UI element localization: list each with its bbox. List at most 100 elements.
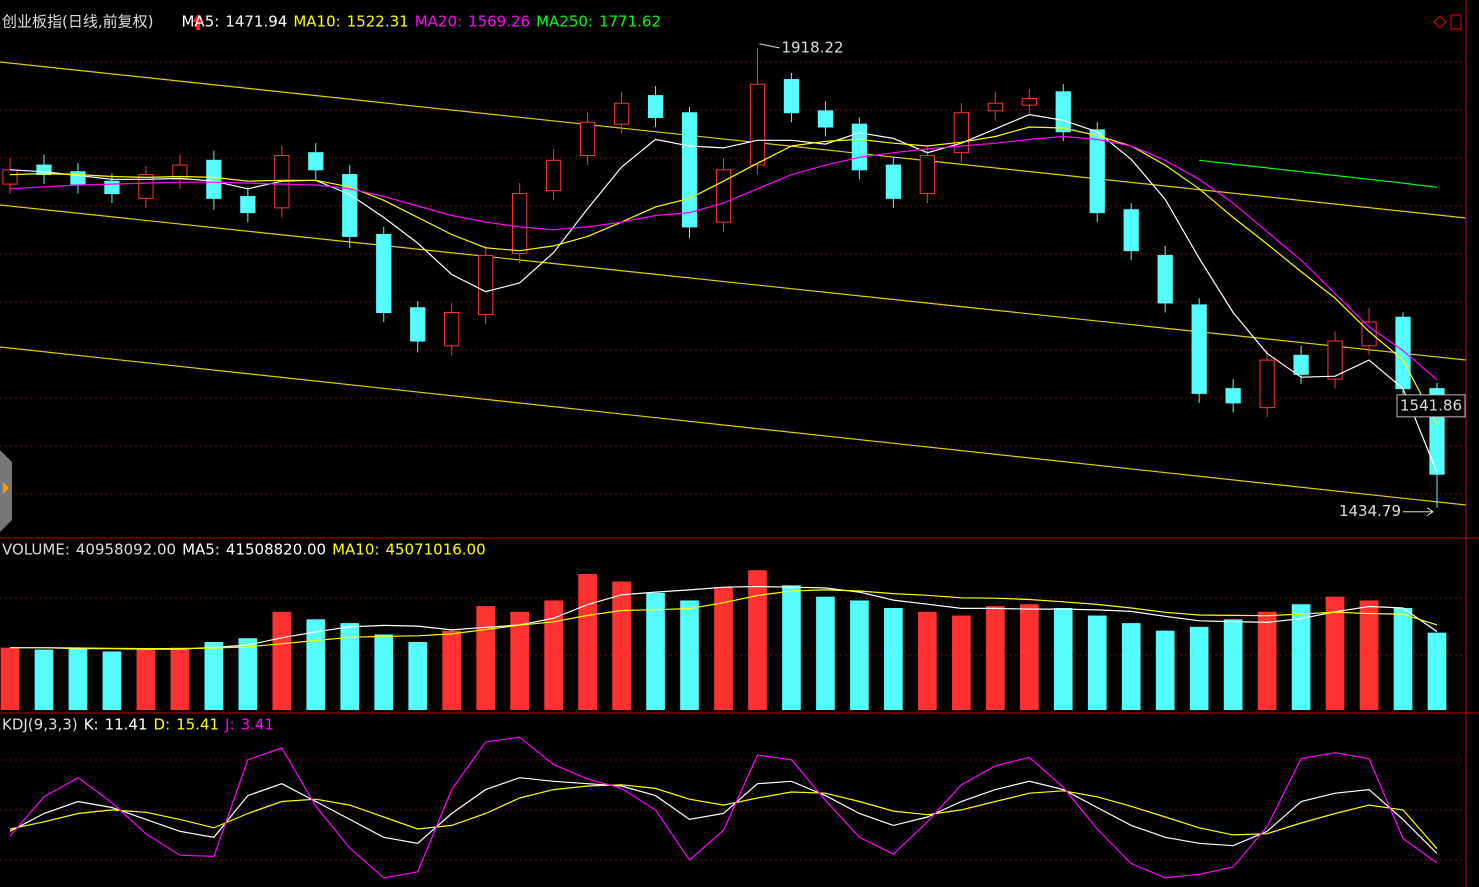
candle-body: [342, 174, 358, 237]
legend-text: 15.41: [176, 716, 219, 734]
kdj-line: [9, 736, 1438, 879]
volume-bar: [1325, 596, 1345, 710]
price-grid: [0, 61, 1466, 861]
candle-body: [1361, 321, 1377, 347]
volume-bar: [204, 642, 224, 710]
volume-bar: [306, 619, 326, 710]
legend-text: 40958092.00: [76, 541, 176, 559]
candle-body: [919, 155, 935, 195]
candle-body: [478, 254, 494, 315]
candle-body: [579, 121, 596, 157]
candle-body: [1293, 354, 1309, 375]
legend-text: 1522.31: [347, 13, 409, 31]
channel-lines: [0, 61, 1467, 506]
volume-bar: [1393, 608, 1413, 710]
diamond-icon[interactable]: [1433, 15, 1447, 29]
trend-line: [0, 61, 1467, 219]
candle-body: [1157, 254, 1173, 304]
volume-bar: [985, 606, 1005, 710]
low-label: 1434.79: [1339, 502, 1401, 520]
volume-bar: [340, 623, 360, 710]
candle-body: [545, 159, 562, 192]
volume-bar: [442, 630, 462, 710]
volume-bar: [136, 649, 156, 710]
plot: 1918.22 1434.79 1541.86 创业板指(日线,前复权) MA5: 147…: [0, 13, 1466, 879]
window-icon[interactable]: [1450, 14, 1462, 30]
candle-body: [987, 102, 1003, 112]
candle-body: [851, 123, 868, 171]
high-label: 1918.22: [781, 38, 843, 56]
legend-text: 1569.26: [468, 13, 530, 31]
volume-bar: [102, 651, 122, 710]
annotation-arrow: [1403, 507, 1434, 517]
volume-bar: [510, 611, 529, 710]
candle-body: [1225, 388, 1241, 404]
volume-bar: [816, 596, 835, 710]
legend-text: D:: [154, 716, 171, 734]
volume-bar: [782, 585, 801, 710]
legend-text: MA250:: [536, 13, 593, 31]
legend-text: K:: [84, 716, 99, 734]
candle-body: [1055, 91, 1071, 133]
volume-bar: [34, 649, 54, 710]
volume-bar: [951, 615, 971, 710]
volume-bar: [170, 647, 190, 710]
legend-text: 45071016.00: [385, 541, 485, 559]
volume-bar: [1291, 604, 1311, 710]
volume-bar: [578, 574, 597, 710]
volume-bar: [476, 606, 496, 710]
candle-body: [308, 152, 324, 171]
volume-bar: [0, 647, 20, 710]
candle-body: [783, 78, 800, 114]
ma-line: [9, 126, 1438, 425]
candle-body: [1089, 129, 1105, 214]
volume-bar: [680, 600, 699, 710]
kdj-line: [9, 777, 1438, 854]
legend-text: MA20:: [415, 13, 462, 31]
volume-bar: [1427, 632, 1447, 710]
candle-body: [376, 233, 392, 314]
legend-text: VOLUME:: [2, 541, 70, 559]
volume-ma-line: [10, 585, 1438, 650]
volume-bar: [612, 581, 631, 710]
candle-body: [138, 174, 154, 199]
candle-body: [410, 307, 426, 342]
volume-bar: [1359, 600, 1379, 710]
annotation-arrow: [759, 43, 780, 49]
volume-bar: [1257, 611, 1277, 710]
volume-bar: [1087, 615, 1107, 710]
volume-bar: [918, 611, 937, 710]
candle-body: [206, 159, 222, 199]
volume-bar: [748, 570, 767, 710]
legend-text: 41508820.00: [226, 541, 326, 559]
volume-bar: [544, 600, 563, 710]
legend-text: 3.41: [241, 716, 274, 734]
volume-bar: [1053, 608, 1073, 710]
volume-bar: [238, 638, 258, 710]
candle-body: [715, 169, 732, 223]
candle-body: [1327, 340, 1343, 380]
candle-body: [444, 312, 460, 347]
candle-body: [104, 180, 120, 195]
up-arrow-icon: [192, 14, 204, 30]
candle-body: [749, 83, 766, 166]
candle-body: [172, 164, 188, 180]
volume-bar: [714, 587, 733, 710]
legend-text: MA5:: [182, 541, 220, 559]
candle-body: [681, 112, 698, 228]
ma-line: [1199, 159, 1438, 188]
legend-text: 11.41: [105, 716, 148, 734]
chart-title: 创业板指(日线,前复权): [2, 13, 153, 31]
ma-line: [9, 135, 1438, 381]
volume-bar: [1121, 623, 1141, 710]
candle-body: [817, 110, 834, 128]
ma-line: [9, 113, 1438, 473]
candle-body: [240, 195, 256, 214]
legend-text: MA10:: [332, 541, 379, 559]
volume-bar: [1223, 619, 1243, 710]
candle-body: [1191, 304, 1207, 394]
candle-body: [512, 193, 528, 255]
